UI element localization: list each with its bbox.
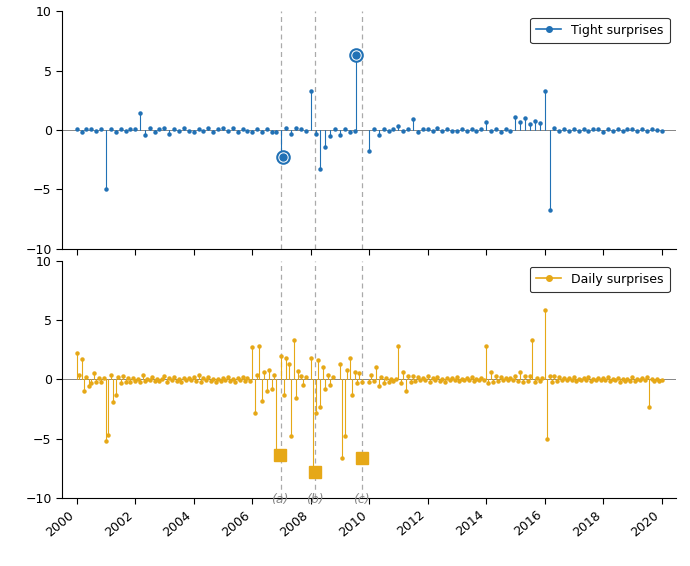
Legend: Tight surprises: Tight surprises	[530, 18, 670, 43]
Legend: Daily surprises: Daily surprises	[530, 267, 670, 293]
Text: (c): (c)	[353, 494, 370, 507]
Text: (a): (a)	[271, 494, 288, 507]
Text: (b): (b)	[306, 494, 324, 507]
